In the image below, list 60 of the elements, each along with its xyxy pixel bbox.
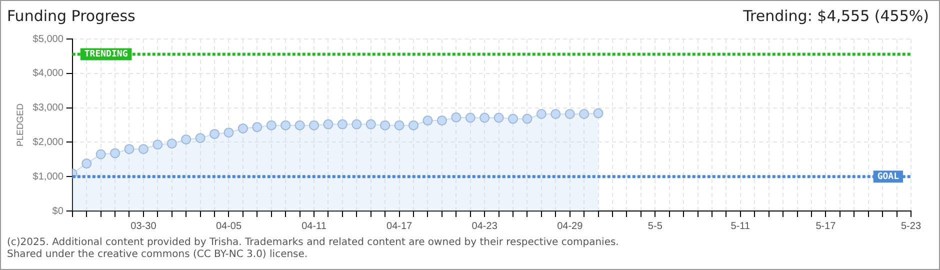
x-tick-label: 04-17	[386, 220, 413, 232]
point	[195, 133, 206, 144]
x-tick-label: 04-11	[302, 220, 327, 232]
point	[110, 148, 120, 158]
point	[266, 120, 276, 130]
y-tick-label: $3,000	[32, 102, 64, 114]
point	[152, 140, 163, 150]
point	[436, 116, 447, 126]
point	[564, 108, 575, 119]
y-tick-label: $2,000	[32, 136, 64, 148]
point	[82, 158, 92, 169]
point	[522, 114, 532, 124]
point	[422, 116, 433, 126]
point	[210, 128, 220, 139]
point	[252, 122, 262, 132]
point	[323, 119, 334, 130]
point	[96, 149, 106, 160]
point	[294, 120, 305, 130]
point	[166, 138, 177, 149]
point	[224, 128, 234, 138]
ref-line-label: TRENDING	[84, 50, 128, 60]
x-tick-label: 04-05	[216, 220, 242, 232]
x-tick-label: 5-23	[900, 220, 922, 232]
point	[593, 108, 604, 118]
point	[465, 112, 476, 123]
point	[408, 120, 419, 130]
point	[138, 144, 148, 154]
x-tick-label: 5-11	[730, 220, 751, 232]
point	[309, 120, 320, 130]
y-axis-title: PLEDGED	[14, 102, 25, 147]
point	[579, 108, 590, 119]
point	[536, 108, 546, 119]
point	[550, 108, 561, 119]
x-tick-label: 5-5	[648, 220, 663, 232]
y-tick-label: $5,000	[32, 34, 64, 45]
x-tick-label: 5-17	[816, 220, 836, 232]
point	[480, 112, 490, 123]
point	[508, 114, 518, 124]
y-tick-label: $1,000	[32, 171, 64, 182]
point	[124, 144, 134, 154]
point	[280, 120, 291, 130]
point	[181, 134, 192, 144]
point	[352, 119, 362, 130]
chart-subtitle: Trending: $4,555 (455%)	[743, 7, 929, 25]
point	[451, 112, 462, 122]
point	[337, 119, 348, 130]
y-tick-label: $0	[52, 206, 64, 217]
ref-line-label: GOAL	[877, 172, 900, 182]
x-tick-label: 04-29	[557, 220, 584, 232]
point	[366, 119, 376, 130]
x-tick-label: 04-23	[472, 220, 498, 232]
text: Shared under the creative commons (CC BY-NC 3.0) license.	[7, 249, 309, 261]
chart-title: Funding Progress	[7, 7, 136, 25]
text: (c)2025. Additional content provided by Trisha. Trademarks and related content are owned by their respective companies.	[7, 237, 619, 249]
y-tick-label: $4,000	[32, 68, 64, 80]
point	[494, 112, 504, 123]
point	[380, 120, 390, 130]
point	[394, 120, 404, 130]
x-tick-label: 03-30	[130, 220, 157, 232]
point	[238, 123, 248, 134]
